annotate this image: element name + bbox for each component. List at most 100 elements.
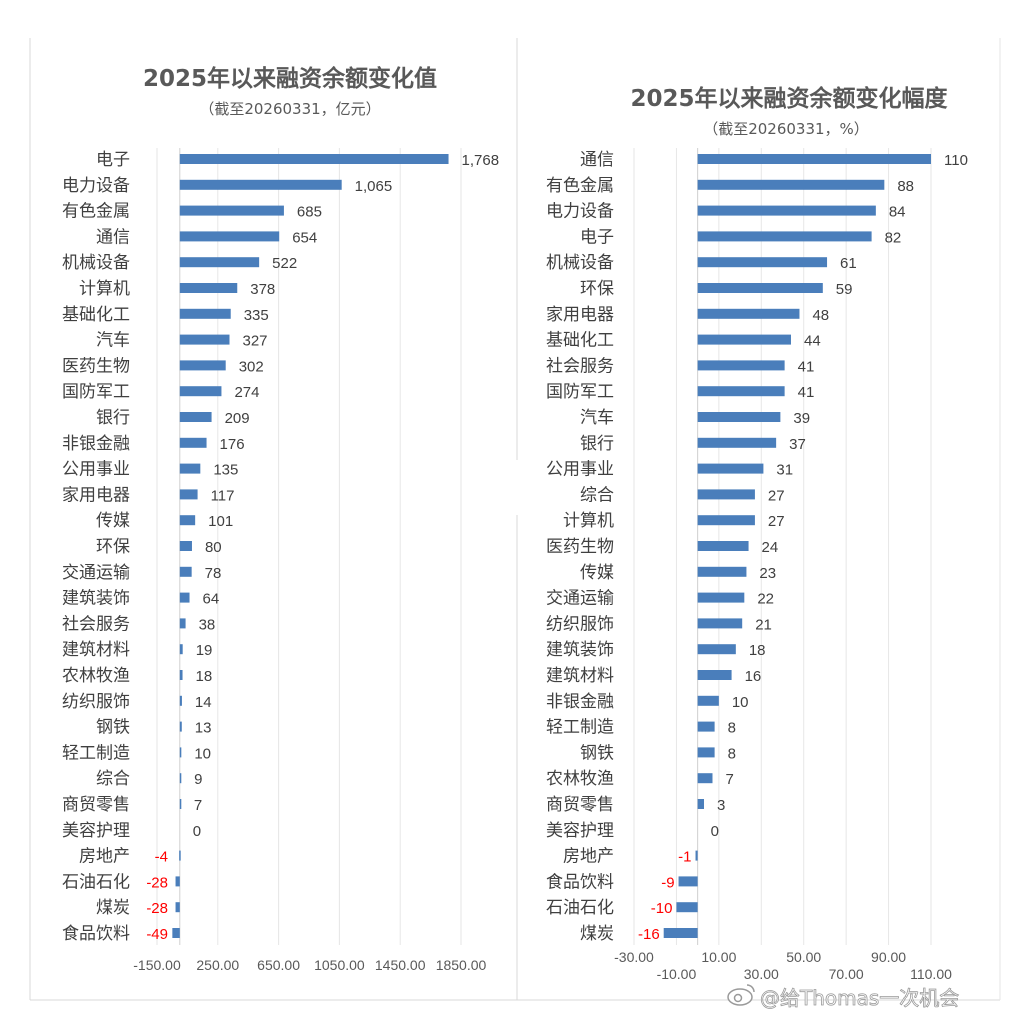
left-chart-bar (179, 283, 238, 293)
right-chart-subtitle: （截至20260331，%） (703, 120, 869, 138)
right-chart-category-label: 纺织服饰 (546, 614, 614, 634)
right-chart-x-tick-label: -10.00 (657, 966, 697, 982)
right-chart-value-label: -16 (638, 926, 660, 943)
right-chart-bar (697, 799, 705, 809)
right-chart-category-label: 建筑材料 (546, 666, 614, 686)
right-chart-bar (697, 154, 931, 164)
left-chart-category-label: 汽车 (96, 331, 130, 351)
left-chart-category-label: 钢铁 (96, 718, 130, 738)
left-chart-bar (179, 644, 183, 655)
left-chart-bar (179, 308, 231, 319)
left-chart-category-label: 公用事业 (62, 460, 130, 480)
right-chart-value-label: 110 (944, 152, 968, 169)
right-chart-bar (695, 850, 698, 861)
left-chart-value-label: 378 (250, 281, 275, 298)
right-chart-value-label: 37 (789, 436, 806, 453)
left-chart-category-label: 银行 (96, 408, 130, 428)
left-chart-value-label: 135 (213, 462, 238, 479)
right-chart-category-label: 汽车 (580, 408, 614, 428)
left-chart-value-label: 685 (297, 204, 322, 221)
right-chart-category-label: 公用事业 (546, 460, 614, 480)
right-chart-bar (697, 412, 781, 422)
right-chart-value-label: 48 (812, 307, 829, 324)
right-chart-bar (697, 179, 885, 190)
right-chart-bar (697, 257, 828, 268)
right-chart-category-label: 综合 (580, 485, 614, 505)
right-chart-value-label: 61 (840, 255, 857, 272)
left-chart-bar (179, 541, 192, 551)
right-chart-bar (697, 515, 755, 526)
right-chart-value-label: 41 (798, 358, 815, 375)
right-chart-x-tick-label: 110.00 (910, 966, 952, 982)
left-chart-value-label: 101 (208, 513, 233, 530)
right-chart-bar (678, 876, 698, 887)
left-chart-category-label: 有色金属 (62, 202, 130, 222)
left-chart-value-label: 327 (243, 333, 268, 350)
left-chart-category-label: 基础化工 (62, 305, 130, 325)
right-chart-bar (697, 773, 713, 784)
right-chart-value-label: 16 (745, 668, 762, 685)
right-chart-category-label: 传媒 (580, 563, 614, 583)
left-chart-category-label: 纺织服饰 (62, 692, 130, 712)
right-chart-category-label: 交通运输 (546, 589, 614, 609)
left-chart-value-label: -4 (155, 849, 168, 866)
left-chart-category-label: 农林牧渔 (62, 666, 130, 686)
left-chart-bar (179, 695, 182, 706)
left-chart-bar (179, 257, 260, 268)
right-chart-value-label: 18 (749, 642, 766, 659)
right-chart-value-label: 22 (757, 591, 774, 608)
right-chart-bar (697, 334, 791, 345)
right-chart-bar (697, 360, 785, 371)
watermark: @给Thomas一次机会 (727, 984, 960, 1009)
right-chart-bar (697, 463, 764, 474)
left-chart-category-label: 建筑材料 (62, 640, 130, 660)
left-chart-x-tick-label: 1050.00 (314, 957, 365, 973)
right-chart-category-label: 煤炭 (580, 924, 614, 944)
left-chart-category-label: 国防军工 (62, 382, 130, 402)
left-chart-bar (179, 850, 181, 861)
left-chart-bar (179, 618, 186, 629)
watermark-text: @给Thomas一次机会 (760, 986, 959, 1009)
right-chart-value-label: 27 (768, 487, 785, 504)
left-chart-category-label: 综合 (96, 769, 130, 789)
right-chart-value-label: 41 (798, 384, 815, 401)
right-chart-value-label: 59 (836, 281, 853, 298)
right-chart-value-label: 21 (755, 616, 772, 633)
left-chart-category-label: 电力设备 (62, 176, 130, 196)
right-chart-bar (697, 618, 743, 629)
left-chart-bar (179, 721, 182, 732)
left-chart-bar (179, 412, 212, 422)
left-chart-bar (175, 902, 180, 913)
left-chart-category-label: 社会服务 (62, 614, 130, 634)
right-chart-value-label: -10 (651, 900, 673, 917)
right-chart-x-tick-label: 70.00 (829, 966, 864, 982)
left-chart-value-label: 19 (196, 642, 213, 659)
right-chart-category-label: 国防军工 (546, 382, 614, 402)
right-chart-category-label: 通信 (580, 150, 614, 170)
right-chart-bar (697, 747, 715, 758)
right-chart-bar (697, 308, 800, 319)
right-chart-value-label: 88 (897, 178, 914, 195)
left-chart-bar (179, 179, 342, 190)
right-chart-category-label: 轻工制造 (546, 718, 614, 738)
right-chart-value-label: -1 (678, 849, 691, 866)
right-chart-category-label: 商贸零售 (546, 795, 614, 815)
right-chart-x-tick-label: -30.00 (614, 949, 654, 965)
left-chart-bar (179, 515, 196, 526)
right-chart-value-label: -9 (661, 874, 674, 891)
right-chart-bar (663, 928, 698, 938)
right-chart-category-label: 石油石化 (546, 898, 614, 918)
right-chart-x-tick-label: 10.00 (701, 949, 736, 965)
right-chart-bar (697, 695, 719, 706)
right-chart-value-label: 7 (725, 771, 733, 788)
left-chart-value-label: 522 (272, 255, 297, 272)
right-chart-plot: -30.00-10.0010.0030.0050.0070.0090.00110… (546, 148, 968, 982)
left-chart-category-label: 美容护理 (62, 821, 130, 841)
left-chart-bar (179, 489, 198, 500)
right-chart-value-label: 31 (776, 462, 793, 479)
left-chart-x-tick-label: 1450.00 (375, 957, 426, 973)
left-chart-value-label: -28 (146, 900, 168, 917)
right-chart-category-label: 医药生物 (546, 537, 614, 557)
left-chart-category-label: 交通运输 (62, 563, 130, 583)
